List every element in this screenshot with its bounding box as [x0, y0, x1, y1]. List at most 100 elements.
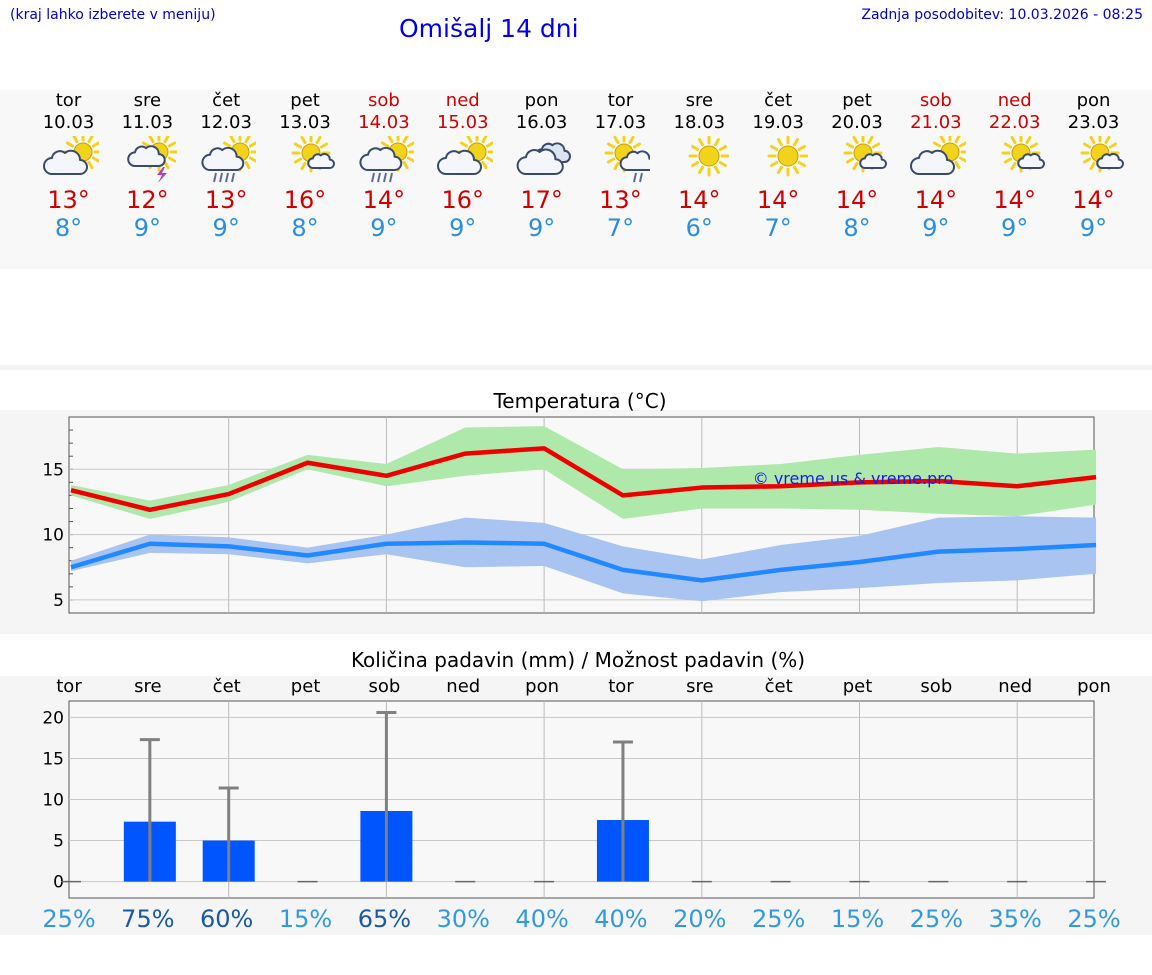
precipitation-chance: 20% — [673, 905, 726, 933]
min-temperature: 9° — [212, 214, 240, 242]
max-temperature: 14° — [756, 186, 800, 214]
y-tick-label: 5 — [53, 832, 64, 852]
day-name: sob — [367, 90, 400, 111]
sun-small-cloud-icon — [843, 136, 887, 173]
max-temperature: 14° — [914, 186, 958, 214]
day-column: čet 19.03 14° 7° — [738, 90, 818, 242]
day-name: ned — [445, 90, 480, 111]
x-tick-label: sre — [134, 676, 161, 697]
precipitation-chance: 60% — [200, 905, 253, 933]
sun-rain-icon — [201, 136, 257, 183]
max-temperature: 14° — [993, 186, 1036, 214]
daily-forecast-strip: tor 10.03 13° 8° sre 11.03 12° 9° čet 12.03 13° 9° p… — [0, 90, 1152, 269]
day-name: tor — [55, 90, 82, 111]
day-column: ned 15.03 16° 9° — [423, 90, 503, 242]
max-temperature: 13° — [599, 186, 642, 214]
x-tick-label: pon — [1077, 676, 1111, 697]
precipitation-chance: 30% — [437, 905, 490, 933]
x-tick-label: pet — [291, 676, 321, 697]
plot-area — [68, 416, 1095, 614]
max-temperature: 14° — [1072, 186, 1115, 214]
max-temperature: 14° — [835, 186, 879, 214]
day-column: sre 18.03 14° 6° — [659, 90, 739, 242]
min-temperature: 8° — [291, 214, 319, 242]
x-tick-label: sob — [920, 676, 952, 697]
sun-cloud-icon — [436, 136, 493, 175]
last-update: Zadnja posodobitev: 10.03.2026 - 08:25 — [861, 7, 1143, 23]
day-date: 10.03 — [42, 112, 95, 133]
y-tick-label: 10 — [42, 526, 64, 546]
day-column: pet 20.03 14° 8° — [817, 90, 897, 242]
day-date: 21.03 — [910, 112, 962, 133]
day-date: 19.03 — [752, 112, 804, 133]
max-temperature: 13° — [204, 186, 248, 214]
temperature-chart: Temperatura (°C) 5 10 15 © vreme.us & vreme.… — [42, 389, 1097, 614]
x-tick-label: tor — [56, 676, 82, 697]
day-date: 12.03 — [200, 112, 252, 133]
day-column: sre 11.03 12° 9° — [107, 90, 187, 242]
page-title: Omišalj 14 dni — [399, 14, 579, 43]
day-column: čet 12.03 13° 9° — [186, 90, 266, 242]
precipitation-chance: 25% — [752, 905, 805, 933]
day-column: sob 21.03 14° 9° — [896, 90, 976, 242]
day-name: čet — [764, 90, 793, 111]
day-column: sob 14.03 14° 9° — [344, 90, 424, 242]
x-tick-label: sob — [368, 676, 400, 697]
min-temperature: 9° — [922, 214, 950, 242]
min-temperature: 9° — [527, 214, 556, 242]
day-column: tor 10.03 13° 8° — [29, 90, 109, 242]
day-date: 18.03 — [673, 112, 726, 133]
precipitation-chance: 35% — [989, 905, 1042, 933]
precipitation-chance: 40% — [515, 905, 568, 933]
min-temperature: 9° — [1079, 214, 1108, 242]
watermark: © vreme.us & vreme.pro — [753, 469, 954, 488]
precipitation-chance: 15% — [831, 905, 884, 933]
day-date: 20.03 — [831, 112, 883, 133]
sun-cloud-icon — [909, 136, 966, 175]
precipitation-chance: 65% — [358, 905, 411, 933]
sun-rain-icon — [359, 136, 414, 183]
day-column: ned 22.03 14° 9° — [975, 90, 1055, 242]
x-tick-label: pon — [525, 676, 559, 697]
min-temperature: 7° — [606, 214, 635, 242]
sun-icon — [688, 136, 730, 177]
y-tick-label: 20 — [42, 708, 64, 728]
day-date: 13.03 — [279, 112, 331, 133]
day-name: pon — [1076, 90, 1111, 111]
y-tick-label: 10 — [42, 791, 64, 811]
sun-small-cloud-icon — [1001, 136, 1045, 173]
location-hint: (kraj lahko izberete v meniju) — [10, 7, 216, 23]
max-temperature: 12° — [126, 186, 169, 214]
min-temperature: 9° — [370, 214, 398, 242]
sun-thunder-icon — [127, 136, 178, 183]
y-tick-label: 15 — [42, 460, 64, 480]
day-column: tor 17.03 13° 7° — [580, 90, 660, 242]
sun-icon — [767, 136, 809, 177]
min-temperature: 8° — [843, 214, 871, 242]
y-tick-label: 15 — [42, 749, 64, 769]
min-temperature: 6° — [685, 214, 713, 242]
day-date: 11.03 — [121, 112, 174, 133]
precipitation-chance: 25% — [42, 905, 95, 933]
min-temperature-line — [70, 540, 1097, 583]
precipitation-chance: 75% — [121, 905, 174, 933]
day-name: sob — [919, 90, 952, 111]
day-name: čet — [212, 90, 241, 111]
max-temperature: 14° — [362, 186, 406, 214]
precipitation-chance: 40% — [594, 905, 647, 933]
day-column: pon 16.03 17° 9° — [502, 90, 582, 242]
day-date: 16.03 — [515, 112, 568, 133]
cloudy-icon — [516, 142, 571, 175]
min-temperature: 8° — [54, 214, 83, 242]
section-divider — [0, 365, 1152, 370]
max-temperature: 13° — [47, 186, 90, 214]
y-tick-label: 0 — [53, 873, 64, 893]
day-name: ned — [997, 90, 1032, 111]
x-tick-label: čet — [213, 676, 241, 697]
precipitation-chart-title: Količina padavin (mm) / Možnost padavin … — [351, 648, 805, 672]
sun-small-cloud-icon — [291, 136, 336, 173]
day-date: 14.03 — [358, 112, 410, 133]
min-temperature: 7° — [764, 214, 792, 242]
min-temperature: 9° — [133, 214, 161, 242]
x-tick-label: ned — [446, 676, 480, 697]
